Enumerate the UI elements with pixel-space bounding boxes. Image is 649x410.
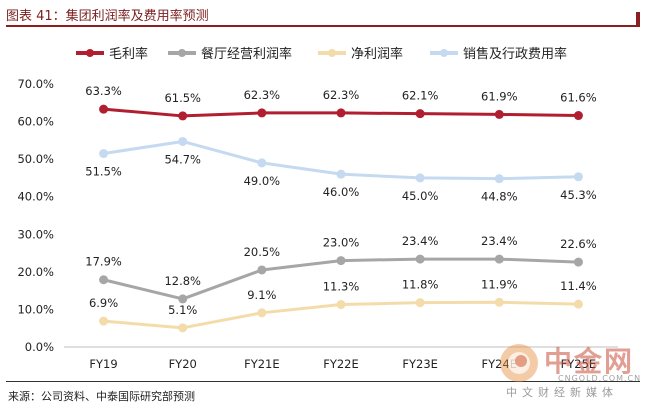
watermark-logo-icon (500, 344, 538, 382)
data-label-2-3: 11.3% (323, 280, 360, 294)
x-tick-label-6: FY25E (561, 357, 597, 371)
data-label-0-5: 61.9% (481, 89, 518, 103)
y-tick-label-5: 50.0% (17, 152, 54, 166)
y-tick-label-4: 40.0% (17, 190, 54, 204)
data-point-0-2 (257, 108, 267, 118)
legend-marker-1 (178, 49, 186, 57)
series-3: 51.5% 54.7% 49.0% 46.0% 45.0% 44.8% 45.3% (85, 136, 597, 204)
data-point-0-3 (336, 108, 346, 118)
series-0: 63.3% 61.5% 62.3% 62.3% 62.1% 61.9% 61.6% (85, 84, 597, 121)
data-label-2-4: 11.8% (402, 278, 439, 292)
data-label-3-0: 51.5% (85, 165, 122, 179)
data-point-3-1 (178, 136, 188, 146)
x-tick-label-2: FY21E (244, 357, 280, 371)
data-point-1-4 (415, 254, 425, 264)
data-label-1-2: 20.5% (244, 245, 281, 259)
legend-marker-3 (440, 49, 448, 57)
data-label-0-4: 62.1% (402, 89, 439, 103)
data-label-1-4: 23.4% (402, 234, 439, 248)
data-point-0-0 (99, 104, 109, 114)
data-label-2-0: 6.9% (89, 296, 118, 310)
data-label-0-6: 61.6% (560, 91, 597, 105)
data-point-3-0 (99, 149, 109, 159)
y-tick-label-3: 30.0% (17, 227, 54, 241)
data-label-1-0: 17.9% (85, 255, 122, 269)
data-label-1-5: 23.4% (481, 234, 518, 248)
data-label-3-6: 45.3% (560, 188, 597, 202)
data-point-2-6 (573, 299, 583, 309)
watermark-domain: CNGOLD.COM.CN (558, 374, 642, 383)
title-end-mark (636, 12, 640, 26)
data-label-3-3: 46.0% (323, 185, 360, 199)
footer-divider (6, 381, 640, 382)
series-2: 6.9% 5.1% 9.1% 11.3% 11.8% 11.9% 11.4% (89, 277, 597, 333)
watermark: 中金网 CNGOLD.COM.CN 中文财经新媒体 (498, 340, 648, 402)
legend-label-0: 毛利率 (109, 46, 148, 62)
y-tick-label-7: 70.0% (17, 77, 54, 91)
data-label-1-3: 23.0% (323, 236, 360, 250)
y-axis: 0.0% 10.0% 20.0% 30.0% 40.0% 50.0% 60.0% 70.0% (17, 77, 54, 354)
x-axis: FY19 FY20 FY21E FY22E FY23E FY24E FY25E (64, 346, 618, 371)
data-point-3-4 (415, 173, 425, 183)
data-point-1-5 (494, 254, 504, 264)
x-tick-label-0: FY19 (89, 357, 117, 371)
data-point-3-2 (257, 158, 267, 168)
data-label-0-2: 62.3% (244, 88, 281, 102)
x-tick-label-4: FY23E (402, 357, 438, 371)
data-label-0-1: 61.5% (164, 91, 201, 105)
data-point-3-5 (494, 174, 504, 184)
legend: 毛利率 餐厅经营利润率 净利润率 销售及行政费用率 (76, 46, 567, 62)
data-label-0-3: 62.3% (323, 88, 360, 102)
legend-marker-0 (86, 49, 94, 57)
data-label-1-1: 12.8% (164, 274, 201, 288)
data-label-3-1: 54.7% (164, 152, 201, 166)
title-underline (6, 25, 640, 27)
watermark-tagline: 中文财经新媒体 (506, 386, 618, 399)
source-note: 来源：公司资料、中泰国际研究部预测 (8, 390, 195, 403)
data-point-0-1 (178, 111, 188, 121)
x-tick-label-5: FY24E (482, 357, 518, 371)
data-label-2-6: 11.4% (560, 279, 597, 293)
data-label-3-5: 44.8% (481, 190, 518, 204)
watermark-brand: 中金网 (544, 345, 635, 378)
data-point-2-3 (336, 300, 346, 310)
series-1: 17.9% 12.8% 20.5% 23.0% 23.4% 23.4% 22.6% (85, 234, 597, 304)
data-point-0-5 (494, 109, 504, 119)
y-tick-label-0: 0.0% (25, 340, 54, 354)
legend-marker-2 (328, 49, 336, 57)
legend-label-1: 餐厅经营利润率 (201, 46, 292, 62)
legend-label-3: 销售及行政费用率 (463, 46, 567, 62)
data-label-1-6: 22.6% (560, 237, 597, 251)
data-label-0-0: 63.3% (85, 84, 122, 98)
data-label-2-1: 5.1% (168, 303, 197, 317)
data-point-2-2 (257, 308, 267, 318)
data-label-2-5: 11.9% (481, 277, 518, 291)
data-point-1-3 (336, 256, 346, 266)
data-point-1-6 (573, 257, 583, 267)
chart-title: 图表 41：集团利润率及费用率预测 (6, 9, 209, 24)
data-point-3-3 (336, 169, 346, 179)
x-tick-label-1: FY20 (169, 357, 197, 371)
chart-header: 图表 41：集团利润率及费用率预测 (0, 0, 649, 27)
data-point-1-0 (99, 275, 109, 285)
data-label-3-2: 49.0% (244, 174, 281, 188)
data-point-2-1 (178, 323, 188, 333)
y-tick-label-1: 10.0% (17, 302, 54, 316)
data-point-1-1 (178, 294, 188, 304)
data-label-2-2: 9.1% (247, 288, 276, 302)
legend-label-2: 净利润率 (351, 46, 403, 62)
data-point-0-6 (573, 111, 583, 121)
x-tick-label-3: FY22E (323, 357, 359, 371)
y-tick-label-2: 20.0% (17, 265, 54, 279)
data-point-1-2 (257, 265, 267, 275)
data-point-3-6 (573, 172, 583, 182)
data-point-0-4 (415, 109, 425, 119)
y-tick-label-6: 60.0% (17, 115, 54, 129)
line-chart: 毛利率 餐厅经营利润率 净利润率 销售及行政费用率 0.0% 10.0% 20.0% 30.… (17, 46, 618, 371)
data-label-3-4: 45.0% (402, 189, 439, 203)
data-point-2-5 (494, 297, 504, 307)
data-point-2-0 (99, 316, 109, 326)
data-point-2-4 (415, 298, 425, 308)
plot-area: 63.3% 61.5% 62.3% 62.3% 62.1% 61.9% 61.6% 17.9%… (85, 84, 597, 333)
